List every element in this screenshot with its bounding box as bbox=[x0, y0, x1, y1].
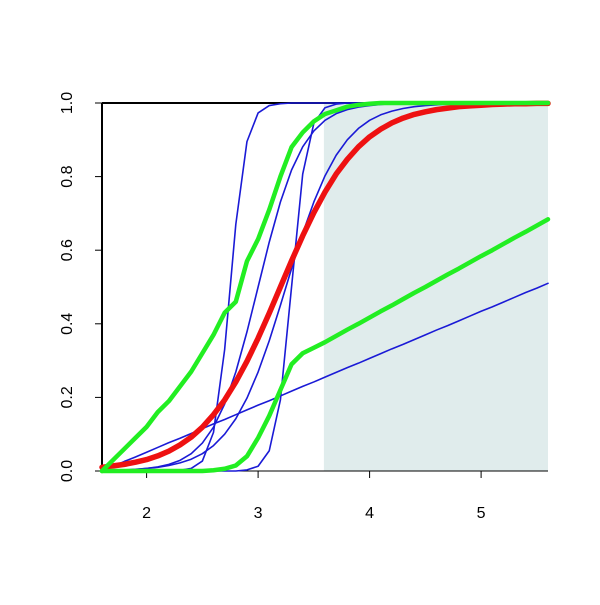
x-tick-label: 2 bbox=[142, 505, 151, 522]
series-line bbox=[99, 100, 551, 474]
shaded-region bbox=[323, 103, 548, 471]
x-tick-label: 5 bbox=[477, 505, 486, 522]
series-line bbox=[99, 100, 551, 471]
y-tick-label: 0.6 bbox=[59, 239, 76, 261]
x-tick-label: 3 bbox=[254, 505, 263, 522]
series-line bbox=[101, 282, 549, 472]
y-tick-label: 1.0 bbox=[59, 92, 76, 114]
y-tick-label: 0.0 bbox=[59, 460, 76, 482]
y-tick-label: 0.4 bbox=[59, 313, 76, 335]
series-line bbox=[99, 217, 551, 474]
x-tick-label: 4 bbox=[365, 505, 374, 522]
y-tick-label: 0.2 bbox=[59, 386, 76, 408]
y-tick-label: 0.8 bbox=[59, 165, 76, 187]
